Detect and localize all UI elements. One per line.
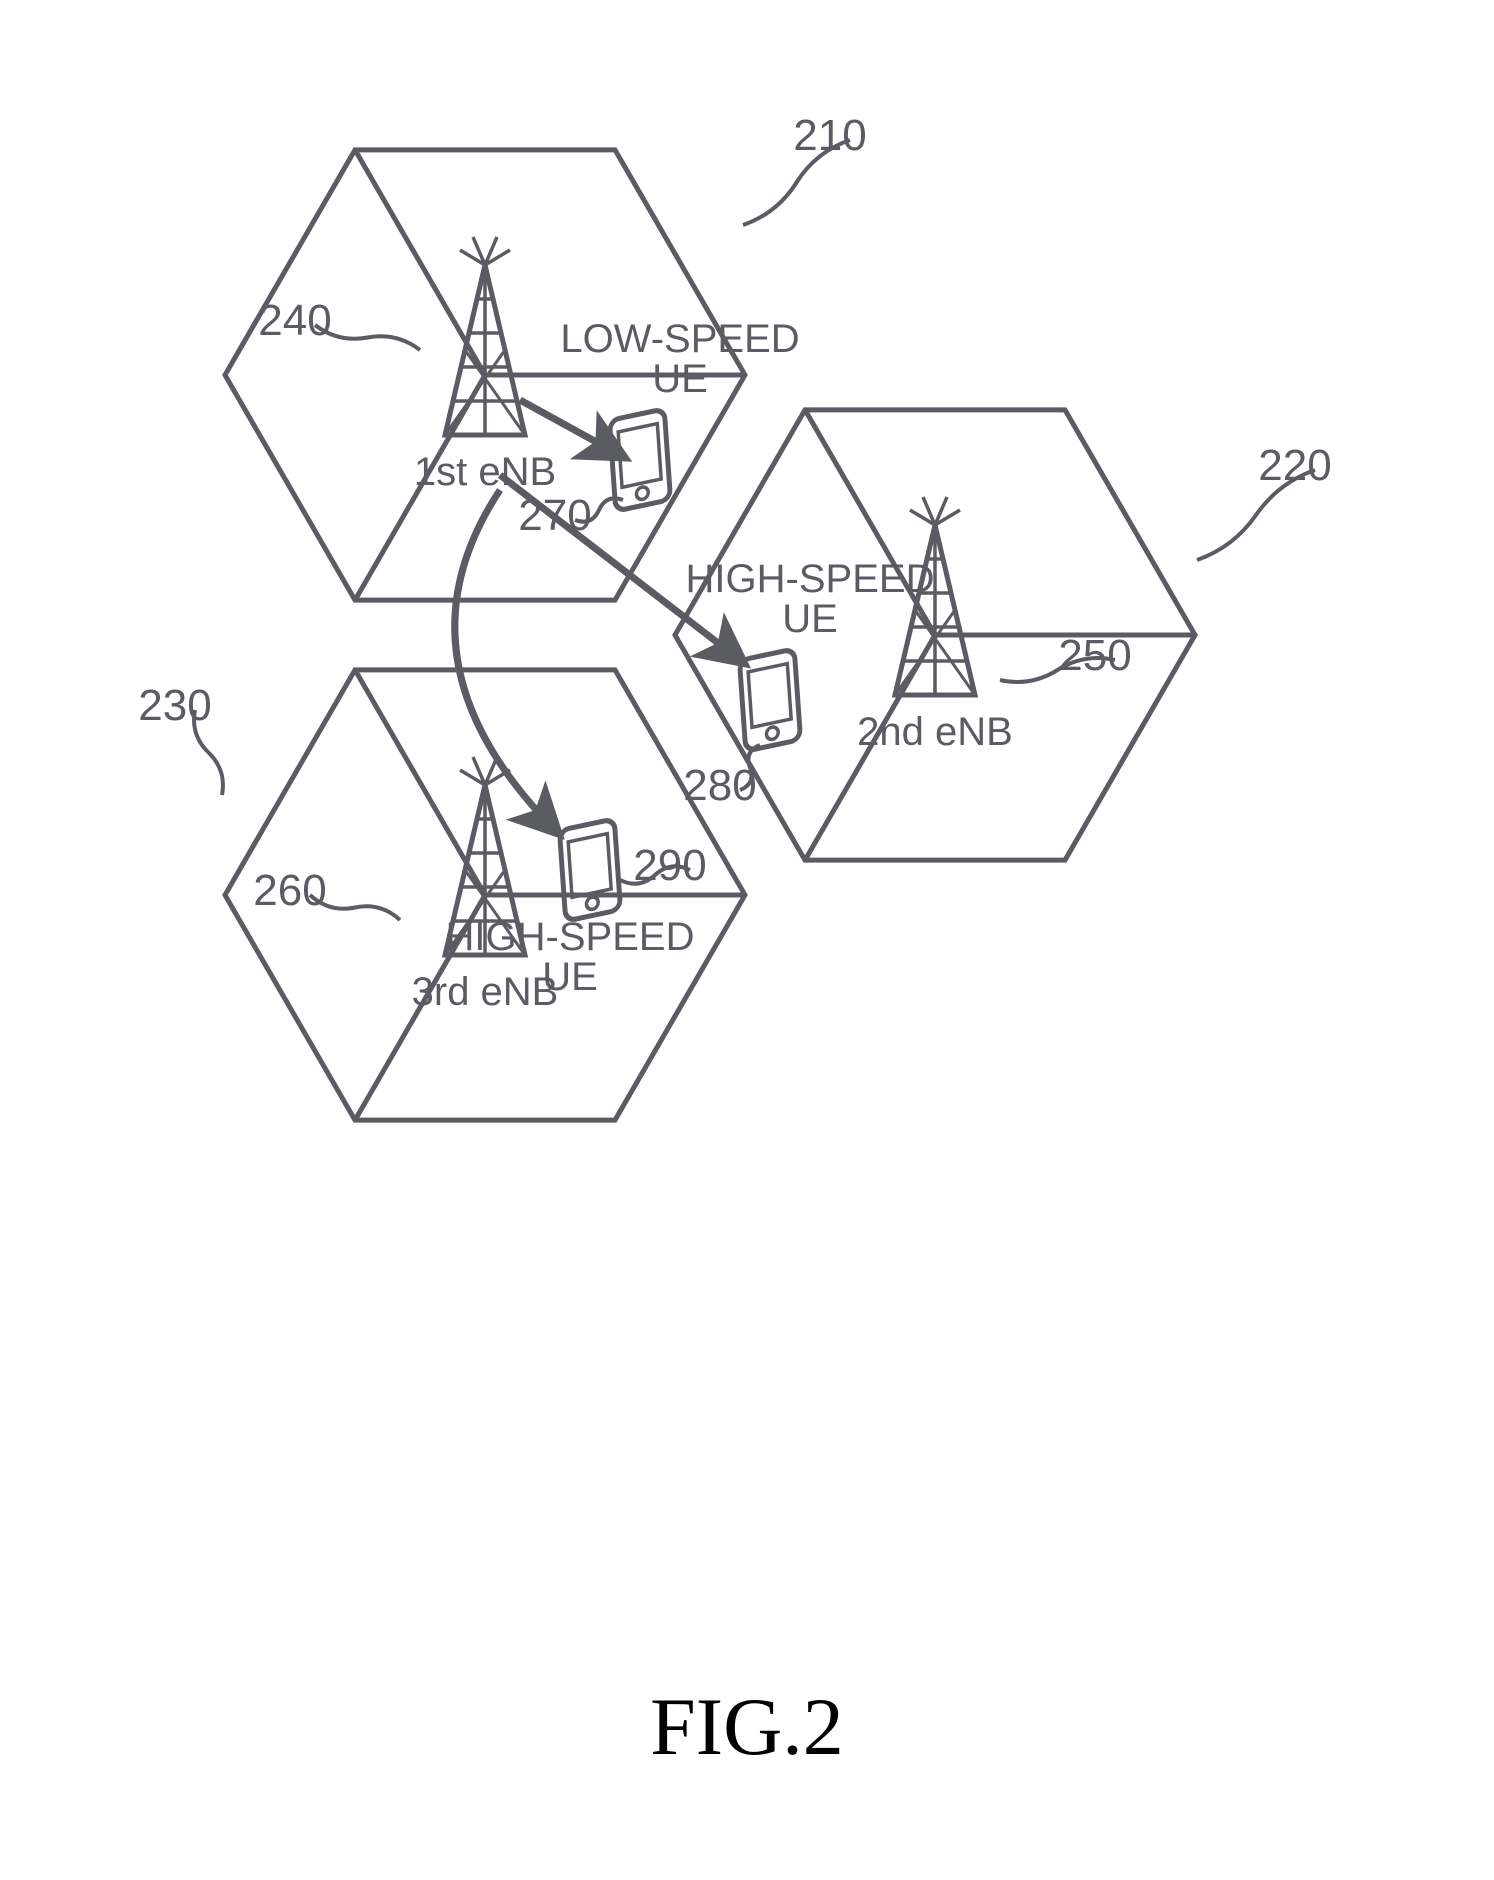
ue-label: UE (782, 597, 838, 641)
figure-label: FIG.2 (0, 1680, 1494, 1774)
reference-number: 250 (1058, 631, 1131, 680)
reference-number: 230 (138, 681, 211, 730)
ue-label: HIGH-SPEED (446, 915, 695, 959)
reference-number: 260 (253, 866, 326, 915)
ue-label: UE (652, 357, 708, 401)
ue-icon (609, 409, 670, 511)
ue-icon (739, 649, 800, 751)
reference-number: 270 (518, 491, 591, 540)
ue-label: UE (542, 955, 598, 999)
reference-number: 210 (793, 111, 866, 160)
cellular-network-diagram: 1st eNB2nd eNB3rd eNBLOW-SPEEDUEHIGH-SPE… (0, 0, 1494, 1600)
reference-number: 220 (1258, 441, 1331, 490)
enb-label: 2nd eNB (857, 710, 1013, 754)
ue-label: LOW-SPEED (560, 317, 799, 361)
motion-arrow (455, 490, 555, 830)
reference-number: 280 (683, 761, 756, 810)
ue-icon (559, 819, 620, 921)
enb-label: 1st eNB (414, 450, 556, 494)
enb-label: 3rd eNB (412, 970, 559, 1014)
reference-number: 290 (633, 841, 706, 890)
ue-label: HIGH-SPEED (686, 557, 935, 601)
motion-arrow (520, 400, 620, 455)
tower-icon (445, 237, 525, 435)
reference-number: 240 (258, 296, 331, 345)
